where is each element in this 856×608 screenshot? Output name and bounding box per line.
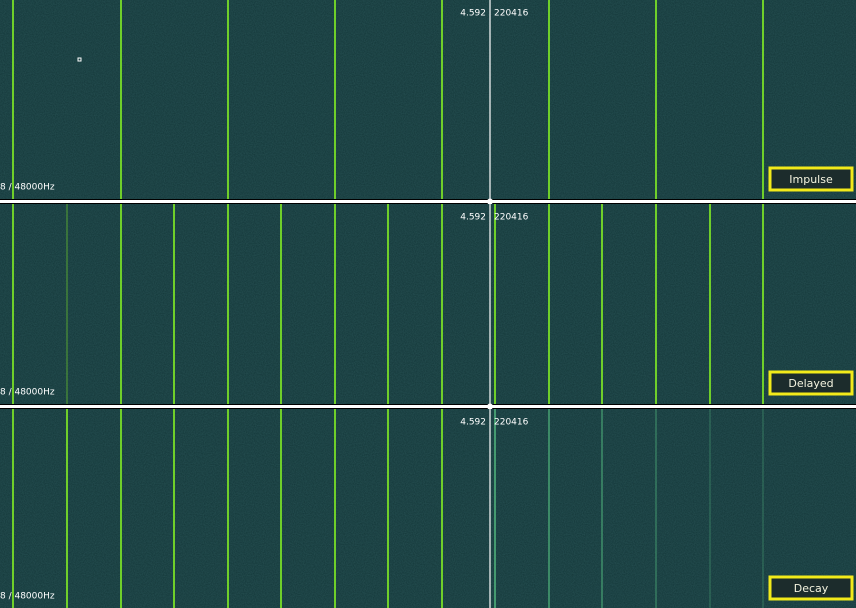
harmonic-line — [227, 204, 229, 404]
panel-noise — [0, 0, 856, 199]
cursor-position: 220416 — [494, 9, 529, 19]
harmonic-line — [762, 0, 764, 199]
harmonic-line — [655, 0, 657, 199]
mode-button-frame[interactable] — [768, 575, 854, 601]
harmonic-line — [120, 0, 122, 199]
harmonic-line — [548, 409, 550, 608]
cursor-position: 220416 — [494, 213, 529, 223]
harmonic-line — [280, 204, 282, 404]
harmonic-line — [601, 204, 603, 404]
panel-separator — [0, 200, 856, 203]
mode-button[interactable]: Decay — [794, 582, 829, 595]
panel-separator — [0, 405, 856, 408]
harmonic-line — [12, 409, 14, 608]
harmonic-line — [548, 204, 550, 404]
harmonic-line — [120, 204, 122, 404]
harmonic-line — [494, 204, 496, 404]
harmonic-line — [762, 204, 764, 404]
harmonic-line — [387, 409, 389, 608]
cursor-position: 220416 — [494, 418, 529, 428]
harmonic-line — [762, 409, 764, 608]
harmonic-line — [441, 0, 443, 199]
cursor-time: 4.592 — [460, 213, 486, 223]
harmonic-line — [334, 204, 336, 404]
harmonic-line — [655, 204, 657, 404]
harmonic-line — [66, 409, 68, 608]
harmonic-line — [12, 0, 14, 199]
harmonic-line — [387, 204, 389, 404]
harmonic-line — [66, 204, 68, 404]
harmonic-line — [227, 409, 229, 608]
harmonic-line — [227, 0, 229, 199]
harmonic-line — [548, 0, 550, 199]
sample-format: 8 / 48000Hz — [0, 592, 55, 602]
cursor-time: 4.592 — [460, 9, 486, 19]
sample-format: 8 / 48000Hz — [0, 183, 55, 193]
harmonic-line — [12, 204, 14, 404]
harmonic-line — [655, 409, 657, 608]
harmonic-line — [120, 409, 122, 608]
harmonic-line — [709, 409, 711, 608]
panel-noise — [0, 409, 856, 608]
mode-button-frame[interactable] — [768, 166, 854, 192]
selection-marker — [77, 57, 82, 62]
harmonic-line — [173, 409, 175, 608]
cursor-handle — [487, 403, 493, 410]
cursor-time: 4.592 — [460, 418, 486, 428]
cursor-handle — [487, 198, 493, 205]
harmonic-line — [334, 409, 336, 608]
mode-button[interactable]: Delayed — [788, 377, 833, 390]
harmonic-line — [280, 409, 282, 608]
harmonic-line — [709, 204, 711, 404]
harmonic-line — [334, 0, 336, 199]
mode-button[interactable]: Impulse — [789, 173, 833, 186]
harmonic-line — [441, 204, 443, 404]
harmonic-line — [441, 409, 443, 608]
mode-button-frame[interactable] — [768, 370, 854, 396]
panel-noise — [0, 204, 856, 404]
harmonic-line — [601, 409, 603, 608]
harmonic-line — [494, 409, 496, 608]
harmonic-line — [173, 204, 175, 404]
sample-format: 8 / 48000Hz — [0, 388, 55, 398]
